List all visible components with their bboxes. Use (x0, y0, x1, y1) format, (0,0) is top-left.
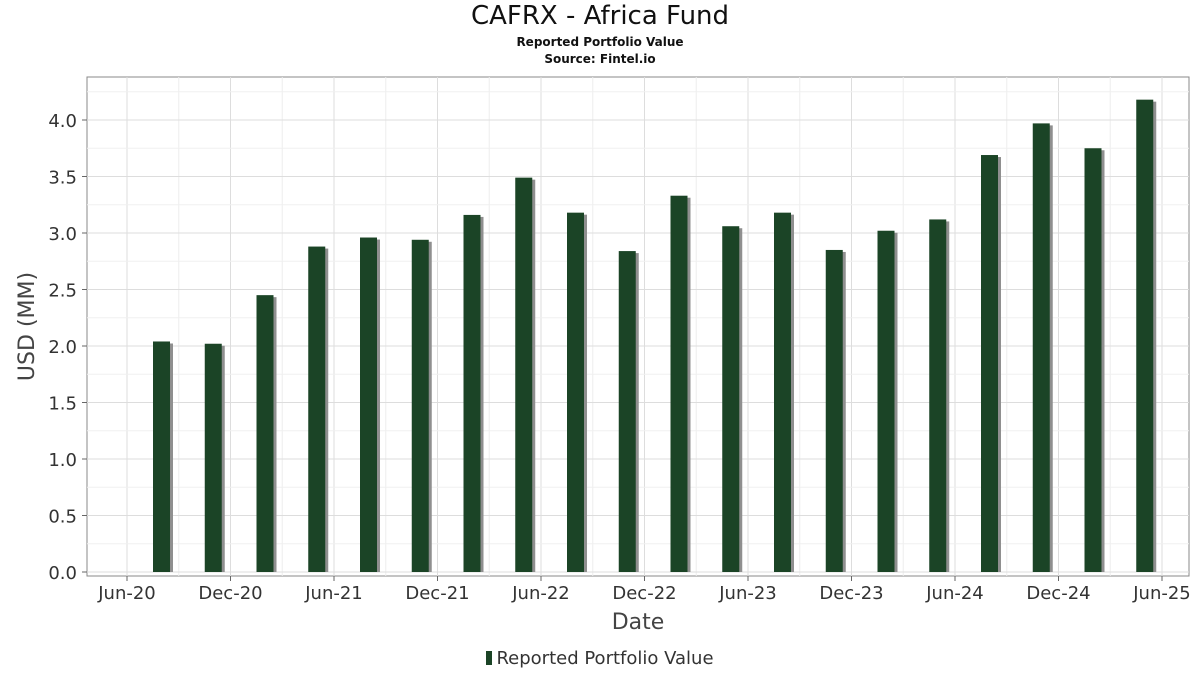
bar (722, 226, 740, 572)
y-tick-label: 4.0 (48, 111, 77, 132)
y-tick-label: 0.0 (48, 563, 77, 584)
y-tick-label: 3.5 (48, 168, 77, 189)
x-tick-label: Jun-25 (1132, 583, 1191, 604)
bar (411, 239, 429, 572)
bar (360, 237, 377, 572)
bar (515, 177, 533, 572)
x-tick-label: Dec-22 (612, 583, 676, 604)
legend-label: Reported Portfolio Value (496, 648, 714, 669)
bar (1136, 99, 1154, 572)
chart-source: Source: Fintel.io (544, 52, 656, 66)
bar (256, 295, 274, 572)
bar (204, 343, 222, 572)
y-tick-label: 0.5 (48, 507, 77, 528)
chart-subtitle: Reported Portfolio Value (516, 35, 684, 49)
x-tick-label: Dec-21 (405, 583, 469, 604)
bar (877, 230, 895, 573)
y-tick-label: 3.0 (48, 224, 77, 245)
x-tick-label: Jun-21 (304, 583, 363, 604)
bar (1084, 148, 1102, 572)
x-tick-label: Jun-20 (97, 583, 156, 604)
legend-swatch (486, 651, 493, 665)
x-tick-label: Dec-20 (198, 583, 262, 604)
bar (463, 214, 481, 573)
y-tick-label: 2.5 (48, 281, 77, 302)
x-tick-label: Jun-24 (925, 583, 984, 604)
y-axis-title: USD (MM) (15, 272, 40, 381)
x-axis-title: Date (612, 610, 665, 635)
bar (308, 246, 326, 572)
bar (567, 212, 584, 572)
bar (670, 195, 688, 572)
x-tick-label: Jun-23 (718, 583, 777, 604)
bar (774, 212, 791, 572)
legend: Reported Portfolio Value (0, 648, 1200, 669)
y-tick-label: 1.5 (48, 394, 77, 415)
bar (929, 219, 947, 572)
bar (981, 155, 998, 572)
x-tick-label: Dec-23 (819, 583, 883, 604)
bar (153, 341, 170, 572)
x-tick-label: Jun-22 (511, 583, 570, 604)
x-tick-label: Dec-24 (1026, 583, 1090, 604)
bar (618, 251, 636, 572)
y-tick-label: 2.0 (48, 337, 77, 358)
y-tick-label: 1.0 (48, 450, 77, 471)
chart-title: CAFRX - Africa Fund (470, 1, 730, 31)
bar (825, 249, 843, 572)
bar (1032, 123, 1050, 572)
